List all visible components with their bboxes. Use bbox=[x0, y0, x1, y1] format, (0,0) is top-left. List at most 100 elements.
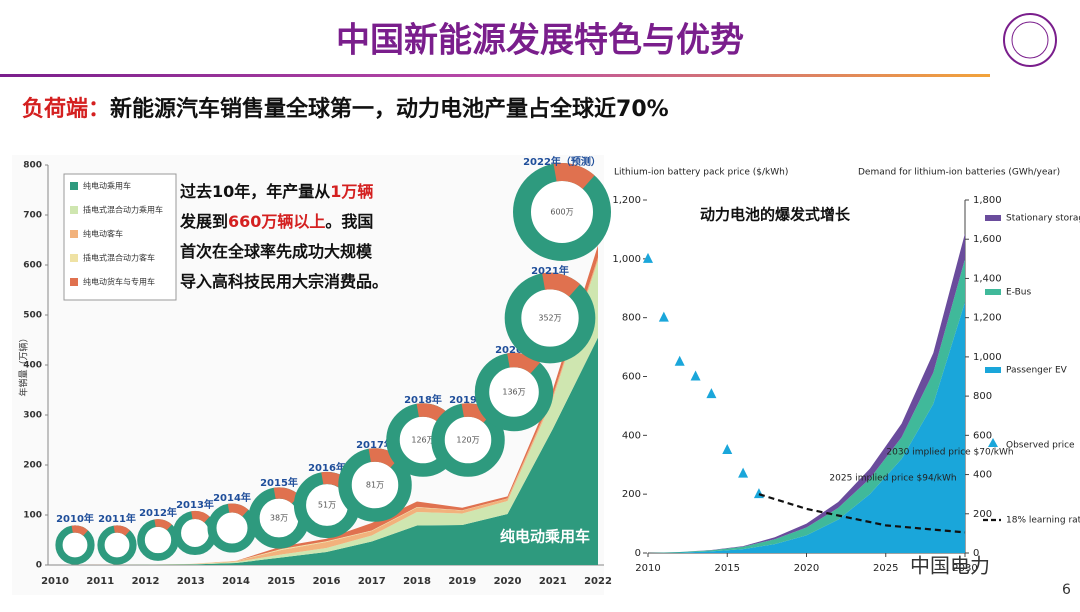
donut bbox=[207, 503, 257, 553]
donut-year: 2013年 bbox=[176, 498, 214, 511]
observed-point bbox=[722, 444, 733, 455]
title-rule bbox=[0, 74, 990, 77]
x-tick-label: 2015 bbox=[267, 576, 295, 587]
donut-year: 2022年（预测） bbox=[523, 155, 601, 168]
legend-label: Passenger EV bbox=[1006, 366, 1068, 376]
donut bbox=[55, 525, 95, 565]
x-tick-label: 2019 bbox=[448, 576, 476, 587]
donut-center: 81万 bbox=[366, 481, 384, 490]
observed-point bbox=[753, 488, 764, 499]
callout-line: 首次在全球率先成功大规模 bbox=[180, 242, 373, 261]
observed-point bbox=[674, 355, 685, 366]
y-tick-label: 0 bbox=[635, 548, 641, 559]
y-tick-label: 400 bbox=[23, 361, 42, 371]
subtitle-lead: 负荷端： bbox=[22, 97, 110, 122]
donut-year: 2012年 bbox=[139, 506, 177, 519]
callout-highlight: 660万辆以上 bbox=[228, 212, 325, 231]
donut-center: 126万 bbox=[411, 436, 434, 445]
y-tick-label: 200 bbox=[23, 461, 42, 471]
donut-year: 2018年 bbox=[404, 393, 442, 406]
y2-tick-label: 1,200 bbox=[973, 313, 1002, 324]
y2-tick-label: 200 bbox=[973, 509, 992, 520]
donut-slice bbox=[55, 525, 95, 565]
observed-point bbox=[658, 311, 669, 322]
callout-line: 导入高科技民用大宗消费品。 bbox=[180, 272, 388, 291]
donut-slice bbox=[293, 471, 361, 539]
observed-point bbox=[690, 370, 701, 381]
donut-center: 120万 bbox=[456, 436, 479, 445]
donut-center: 38万 bbox=[270, 514, 288, 523]
donut-center: 352万 bbox=[538, 314, 561, 323]
x-tick-label: 2020 bbox=[794, 563, 819, 574]
donut-slice bbox=[137, 519, 179, 561]
legend-triangle bbox=[988, 438, 998, 447]
donut-slice bbox=[172, 510, 218, 556]
donut-slice bbox=[207, 503, 257, 553]
callout-text: 。我国 bbox=[325, 212, 373, 231]
callout-line: 发展到660万辆以上。我国 bbox=[179, 212, 373, 231]
donut-year: 2010年 bbox=[56, 512, 94, 525]
chart-title: 动力电池的爆发式增长 bbox=[700, 206, 851, 224]
x-tick-label: 2025 bbox=[873, 563, 898, 574]
y-tick-label: 400 bbox=[622, 430, 641, 441]
area bbox=[648, 301, 965, 553]
legend-label: Stationary storage bbox=[1006, 214, 1080, 224]
y-tick-label: 800 bbox=[622, 313, 641, 324]
y2-tick-label: 0 bbox=[973, 548, 979, 559]
donut bbox=[97, 525, 137, 565]
y-tick-label: 800 bbox=[23, 161, 42, 171]
legend-swatch bbox=[985, 367, 1001, 373]
x-tick-label: 2010 bbox=[635, 563, 660, 574]
legend-label: 18% learning rate bbox=[1006, 516, 1080, 526]
callout-highlight: 1万辆 bbox=[330, 182, 373, 201]
legend-swatch bbox=[985, 289, 1001, 295]
x-tick-label: 2016 bbox=[313, 576, 341, 587]
callout-text: 发展到 bbox=[179, 212, 228, 231]
watermark: 中国电力 bbox=[910, 554, 990, 578]
y2-tick-label: 600 bbox=[973, 430, 992, 441]
y2-axis-title: Demand for lithium-ion batteries (GWh/ye… bbox=[858, 168, 1060, 178]
logo bbox=[1003, 13, 1057, 67]
donut-slice bbox=[504, 272, 596, 364]
legend-label: 纯电动货车与专用车 bbox=[83, 277, 155, 287]
x-tick-label: 2010 bbox=[41, 576, 69, 587]
donut-slice bbox=[431, 403, 505, 477]
annotation: 2025 implied price $94/kWh bbox=[829, 474, 956, 484]
y2-tick-label: 400 bbox=[973, 470, 992, 481]
x-tick-label: 2011 bbox=[86, 576, 114, 587]
observed-point bbox=[643, 252, 653, 263]
legend-label: Observed price bbox=[1006, 441, 1075, 451]
area-label: 纯电动乘用车 bbox=[500, 528, 590, 546]
legend-label: E-Bus bbox=[1006, 288, 1031, 298]
callout-text: 首次在全球率先成功大规模 bbox=[180, 242, 373, 261]
y-tick-label: 700 bbox=[23, 211, 42, 221]
y2-tick-label: 1,600 bbox=[973, 234, 1002, 245]
y-tick-label: 200 bbox=[622, 489, 641, 500]
y-tick-label: 1,200 bbox=[612, 195, 641, 206]
legend-swatch bbox=[985, 215, 1001, 221]
y2-tick-label: 1,400 bbox=[973, 273, 1002, 284]
area bbox=[55, 337, 598, 565]
y-tick-label: 500 bbox=[23, 311, 42, 321]
legend-swatch bbox=[70, 230, 78, 238]
learning-line bbox=[758, 493, 966, 534]
y-tick-label: 1,000 bbox=[612, 254, 641, 265]
donut-slice bbox=[97, 525, 137, 565]
legend-label: 纯电动乘用车 bbox=[83, 181, 131, 191]
legend-swatch bbox=[70, 182, 78, 190]
slide-title: 中国新能源发展特色与优势 bbox=[336, 21, 744, 61]
x-tick-label: 2017 bbox=[358, 576, 386, 587]
legend-swatch bbox=[70, 206, 78, 214]
y-tick-label: 300 bbox=[23, 411, 42, 421]
subtitle-text: 新能源汽车销售量全球第一，动力电池产量占全球近70% bbox=[110, 96, 669, 122]
y-tick-label: 600 bbox=[23, 261, 42, 271]
donut-slice bbox=[248, 487, 310, 549]
y-axis-title: 年销量（万辆） bbox=[18, 333, 30, 396]
donut-year: 2021年 bbox=[531, 264, 569, 277]
logo-inner bbox=[1011, 21, 1049, 59]
donut bbox=[137, 519, 179, 561]
callout-line: 过去10年，年产量从1万辆 bbox=[180, 182, 373, 201]
y2-tick-label: 1,800 bbox=[973, 195, 1002, 206]
donut-center: 136万 bbox=[502, 388, 525, 397]
observed-point bbox=[738, 467, 749, 478]
